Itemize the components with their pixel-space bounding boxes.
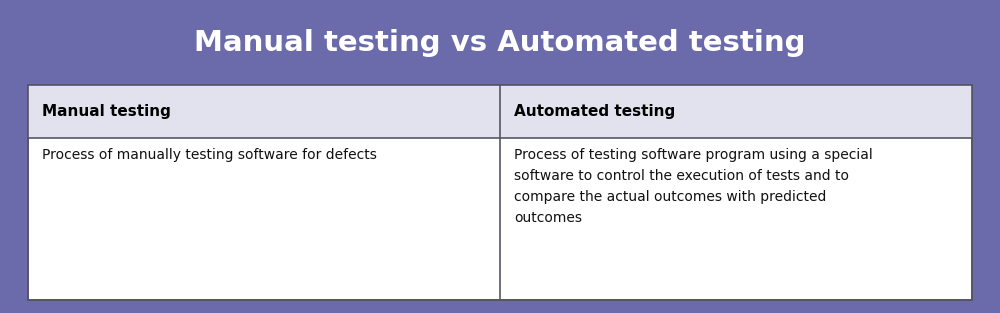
Bar [28,85,972,138]
Bar [28,85,972,300]
Text: Manual testing: Manual testing [42,104,171,119]
Text: Process of manually testing software for defects: Process of manually testing software for… [42,148,377,162]
Text: Automated testing: Automated testing [514,104,675,119]
Text: Manual testing vs Automated testing: Manual testing vs Automated testing [194,29,806,57]
Bar [28,85,972,300]
Text: Process of testing software program using a special
software to control the exec: Process of testing software program usin… [514,148,873,225]
